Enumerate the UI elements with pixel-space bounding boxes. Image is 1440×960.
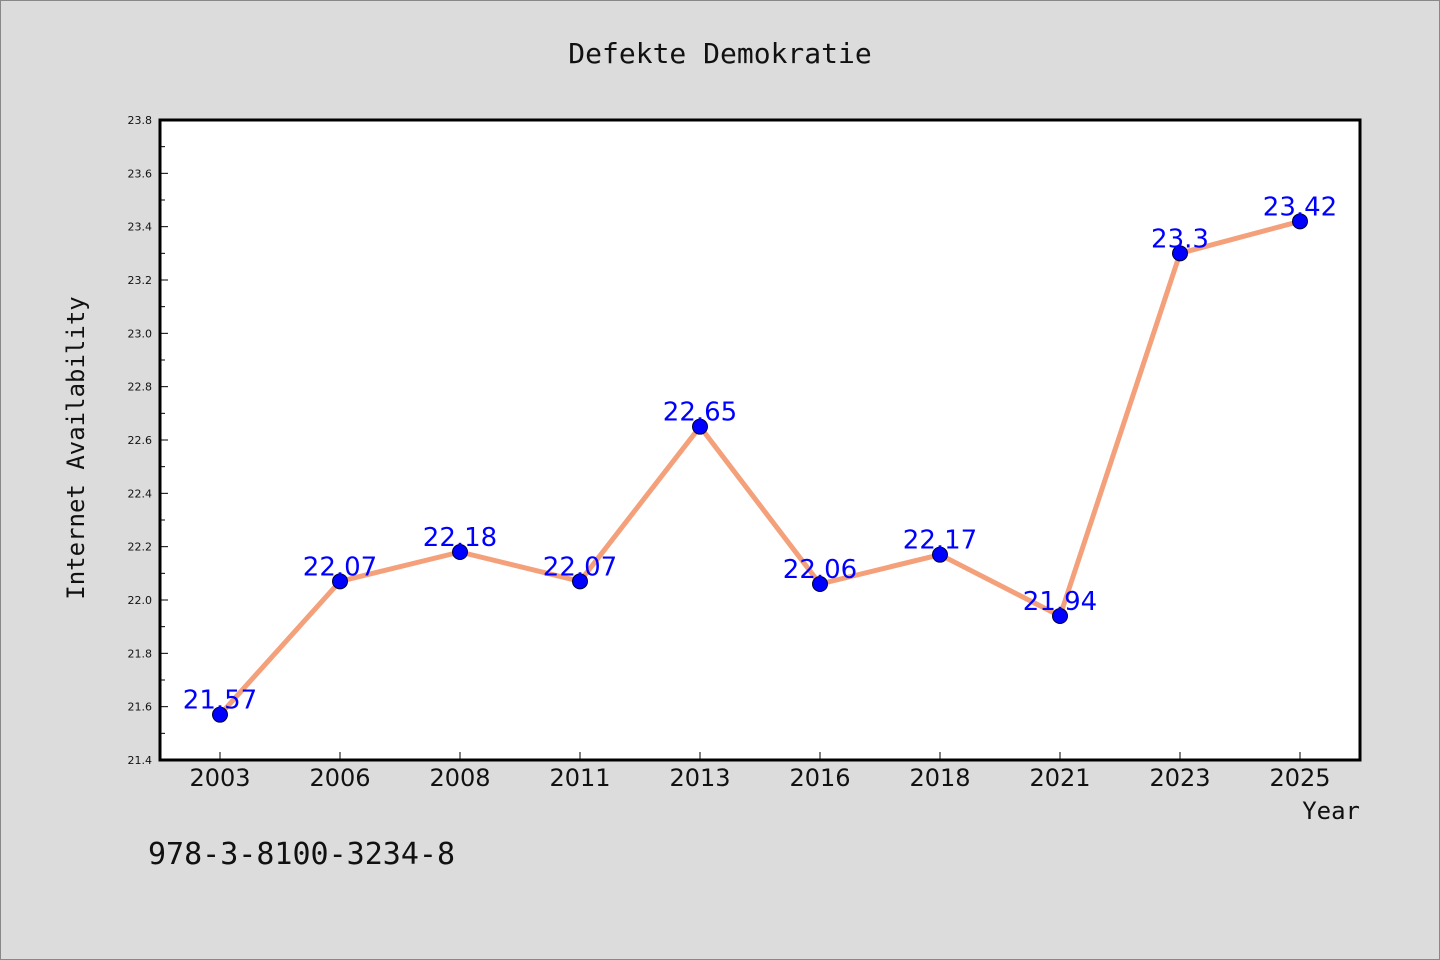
data-point: [932, 546, 948, 563]
data-point: [332, 573, 348, 590]
data-label: 23.42: [1263, 192, 1337, 222]
y-tick-label: 23.2: [128, 274, 153, 287]
data-point: [692, 418, 708, 435]
data-label: 21.57: [183, 686, 257, 716]
data-label: 22.06: [783, 555, 857, 585]
x-axis-ticks: 2003 2006 2008 2011 2013 2016 2018 2021 2023 2025: [189, 752, 1331, 792]
data-point: [212, 706, 228, 723]
y-tick-label: 23.8: [128, 114, 153, 127]
x-tick-label: 2003: [189, 764, 250, 792]
chart-title: Defekte Demokratie: [568, 37, 871, 70]
x-tick-label: 2011: [549, 764, 610, 792]
x-tick-label: 2006: [309, 764, 370, 792]
x-tick-label: 2023: [1149, 764, 1210, 792]
data-point: [572, 573, 588, 590]
y-tick-label: 22.6: [128, 434, 153, 447]
data-label: 22.07: [543, 552, 617, 582]
data-label: 22.07: [303, 552, 377, 582]
data-point: [812, 576, 828, 592]
y-axis-label: Internet Availability: [62, 296, 90, 599]
y-tick-label: 23.6: [128, 167, 153, 180]
y-tick-label: 22.8: [128, 381, 153, 394]
y-tick-label: 21.4: [128, 754, 153, 767]
plot-area: [160, 120, 1360, 760]
data-point: [1292, 213, 1308, 230]
data-labels-group: 21.57 22.07 22.18 22.07 22.65 22.06 22.17 21.94…: [183, 192, 1337, 715]
data-label: 22.65: [663, 398, 737, 428]
y-tick-label: 22.4: [128, 487, 153, 500]
y-tick-label: 21.8: [128, 647, 153, 660]
x-tick-label: 2025: [1269, 764, 1330, 792]
series-line-group: [217, 218, 1303, 718]
data-point: [452, 544, 468, 560]
data-label: 22.17: [903, 526, 977, 556]
x-tick-label: 2021: [1029, 764, 1090, 792]
series-line: [217, 218, 1303, 718]
data-label: 22.18: [423, 523, 497, 553]
y-tick-label: 23.4: [128, 221, 153, 234]
x-tick-label: 2016: [789, 764, 850, 792]
x-axis-label: Year: [1302, 797, 1360, 825]
x-tick-label: 2018: [909, 764, 970, 792]
footer-isbn: 978-3-8100-3234-8: [148, 837, 455, 872]
y-tick-label: 22.0: [128, 594, 153, 607]
data-label: 21.94: [1023, 587, 1097, 617]
x-tick-label: 2013: [669, 764, 730, 792]
data-point: [1172, 245, 1188, 262]
markers-group: [212, 213, 1308, 723]
plot-frame: [158, 118, 1362, 762]
data-point: [1052, 608, 1068, 624]
y-tick-label: 21.6: [128, 701, 153, 714]
data-label: 23.3: [1151, 224, 1209, 254]
y-tick-label: 22.2: [128, 541, 153, 554]
y-tick-label: 23.0: [128, 327, 153, 340]
x-tick-label: 2008: [429, 764, 490, 792]
